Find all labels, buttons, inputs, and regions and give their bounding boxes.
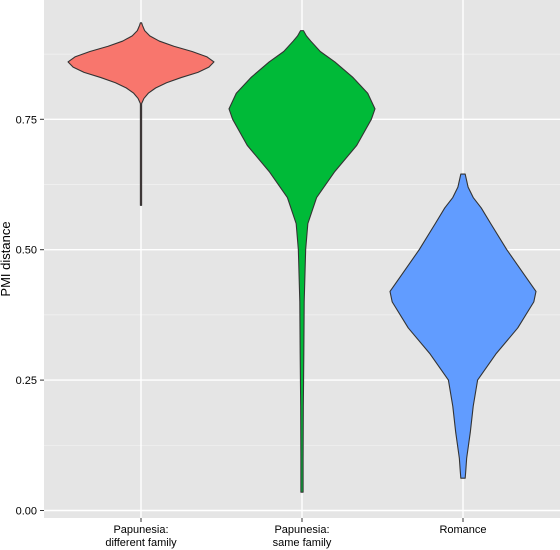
y-tick-label: 0.25 — [16, 375, 37, 387]
x-axis: Papunesia:different familyPapunesia:same… — [105, 518, 487, 549]
violin-1 — [67, 22, 215, 206]
violins — [67, 22, 537, 493]
x-tick-label-line2: different family — [105, 537, 177, 549]
x-tick-label: Romance — [439, 524, 486, 536]
violin-3 — [389, 173, 537, 479]
x-tick-label: Papunesia: — [274, 524, 329, 536]
y-tick-label: 0.50 — [16, 245, 37, 257]
x-tick-label: Papunesia: — [113, 524, 168, 536]
y-tick-label: 0.75 — [16, 114, 37, 126]
y-tick-label: 0.00 — [16, 506, 37, 518]
y-axis-title: PMI distance — [0, 221, 13, 296]
x-tick-label-line2: same family — [273, 537, 332, 549]
y-axis: 0.00 0.25 0.50 0.75 — [16, 114, 44, 518]
violin-2 — [228, 30, 376, 493]
